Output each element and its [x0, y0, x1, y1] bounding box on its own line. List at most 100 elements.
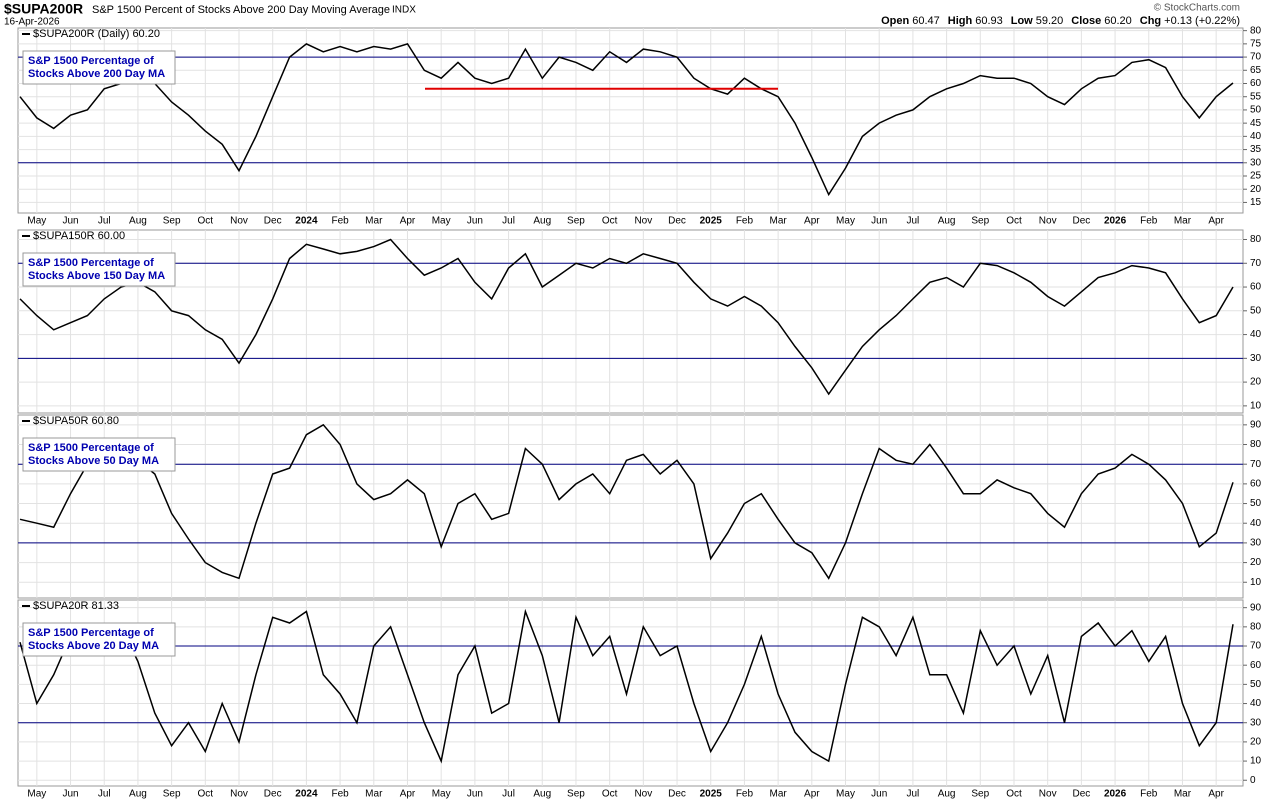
x-tick-label: Feb [331, 789, 349, 800]
x-tick-label: 2025 [700, 789, 723, 800]
y-tick-label: 20 [1250, 557, 1262, 568]
x-tick-label: 2026 [1104, 216, 1127, 227]
x-tick-label: Dec [264, 216, 282, 227]
quote-label: Open [881, 15, 909, 27]
title-line: S&P 1500 Percentage of [28, 257, 154, 269]
y-tick-label: 30 [1250, 538, 1262, 549]
y-tick-label: 60 [1250, 78, 1262, 89]
x-tick-label: Apr [804, 789, 820, 800]
x-tick-label: Sep [163, 216, 181, 227]
y-tick-label: 60 [1250, 479, 1262, 490]
exchange: INDX [392, 5, 416, 16]
title-line: Stocks Above 200 Day MA [28, 68, 165, 80]
quote-value: 60.47 [912, 15, 940, 27]
x-tick-label: Apr [1208, 216, 1224, 227]
x-tick-label: Nov [634, 789, 652, 800]
y-tick-label: 90 [1250, 419, 1262, 430]
data-line [19, 43, 1234, 197]
y-tick-label: 50 [1250, 498, 1262, 509]
y-tick-label: 30 [1250, 717, 1262, 728]
x-tick-label: Aug [533, 216, 551, 227]
x-tick-label: Oct [602, 216, 618, 227]
x-tick-label: Apr [804, 216, 820, 227]
x-tick-label: Mar [770, 789, 788, 800]
x-tick-label: Nov [230, 216, 248, 227]
x-tick-label: Aug [533, 789, 551, 800]
x-tick-label: Sep [567, 216, 585, 227]
title-line: S&P 1500 Percentage of [28, 55, 154, 67]
x-tick-label: Aug [129, 789, 147, 800]
y-tick-label: 20 [1250, 737, 1262, 748]
x-tick-label: Feb [736, 789, 754, 800]
y-tick-label: 45 [1250, 118, 1262, 129]
x-tick-label: Aug [938, 216, 956, 227]
title-line: Stocks Above 150 Day MA [28, 270, 165, 282]
y-tick-label: 40 [1250, 698, 1262, 709]
data-line [19, 423, 1234, 580]
x-tick-label: Sep [567, 789, 585, 800]
x-tick-label: Mar [770, 216, 788, 227]
y-tick-label: 40 [1250, 131, 1262, 142]
chart-name: S&P 1500 Percent of Stocks Above 200 Day… [92, 4, 390, 16]
x-tick-label: Nov [1039, 789, 1057, 800]
x-tick-label: Dec [1072, 216, 1090, 227]
x-tick-label: Jul [98, 216, 111, 227]
x-tick-label: Jun [467, 216, 483, 227]
x-tick-label: Oct [198, 216, 214, 227]
x-tick-label: Mar [1174, 789, 1192, 800]
x-tick-label: Oct [1006, 216, 1022, 227]
y-tick-label: 70 [1250, 52, 1262, 63]
y-tick-label: 30 [1250, 157, 1262, 168]
x-tick-label: Nov [1039, 216, 1057, 227]
quote-label: Close [1071, 15, 1101, 27]
y-tick-label: 70 [1250, 258, 1262, 269]
panel-frame [17, 414, 1244, 599]
x-tick-label: 2024 [295, 789, 318, 800]
x-tick-label: Jun [62, 216, 78, 227]
quote-value: 59.20 [1036, 15, 1064, 27]
y-tick-label: 60 [1250, 282, 1262, 293]
y-tick-label: 40 [1250, 518, 1262, 529]
x-tick-label: Mar [365, 216, 383, 227]
panel-frame [17, 229, 1244, 414]
x-tick-label: Jun [62, 789, 78, 800]
x-tick-label: Jul [98, 789, 111, 800]
symbol: $SUPA200R [4, 1, 83, 17]
title-box [22, 437, 176, 472]
y-tick-label: 65 [1250, 65, 1262, 76]
y-tick-label: 10 [1250, 756, 1262, 767]
x-tick-label: Apr [400, 216, 416, 227]
x-tick-label: Nov [230, 789, 248, 800]
y-tick-label: 10 [1250, 401, 1262, 412]
y-tick-label: 80 [1250, 25, 1262, 36]
x-tick-label: Jul [502, 216, 515, 227]
data-line [19, 238, 1234, 396]
x-tick-label: Feb [1140, 216, 1158, 227]
y-tick-label: 25 [1250, 171, 1262, 182]
x-tick-label: Feb [1140, 789, 1158, 800]
y-tick-label: 20 [1250, 377, 1262, 388]
y-tick-label: 60 [1250, 660, 1262, 671]
y-tick-label: 75 [1250, 38, 1262, 49]
x-tick-label: Jun [871, 789, 887, 800]
x-tick-label: May [432, 216, 451, 227]
panel-label: $SUPA50R 60.80 [33, 415, 119, 427]
quote-label: Low [1011, 15, 1033, 27]
quote-label: Chg [1140, 15, 1161, 27]
title-box [22, 622, 176, 657]
panel-label: $SUPA200R (Daily) 60.20 [33, 28, 160, 40]
x-tick-label: Sep [971, 216, 989, 227]
quote-value: +0.13 (+0.22%) [1164, 15, 1240, 27]
y-tick-label: 10 [1250, 577, 1262, 588]
y-tick-label: 70 [1250, 459, 1262, 470]
x-tick-label: Sep [971, 789, 989, 800]
y-tick-label: 50 [1250, 679, 1262, 690]
y-tick-label: 80 [1250, 621, 1262, 632]
y-tick-label: 35 [1250, 144, 1262, 155]
y-tick-label: 55 [1250, 91, 1262, 102]
x-tick-label: Mar [365, 789, 383, 800]
x-tick-label: Oct [1006, 789, 1022, 800]
quote-value: 60.20 [1104, 15, 1132, 27]
